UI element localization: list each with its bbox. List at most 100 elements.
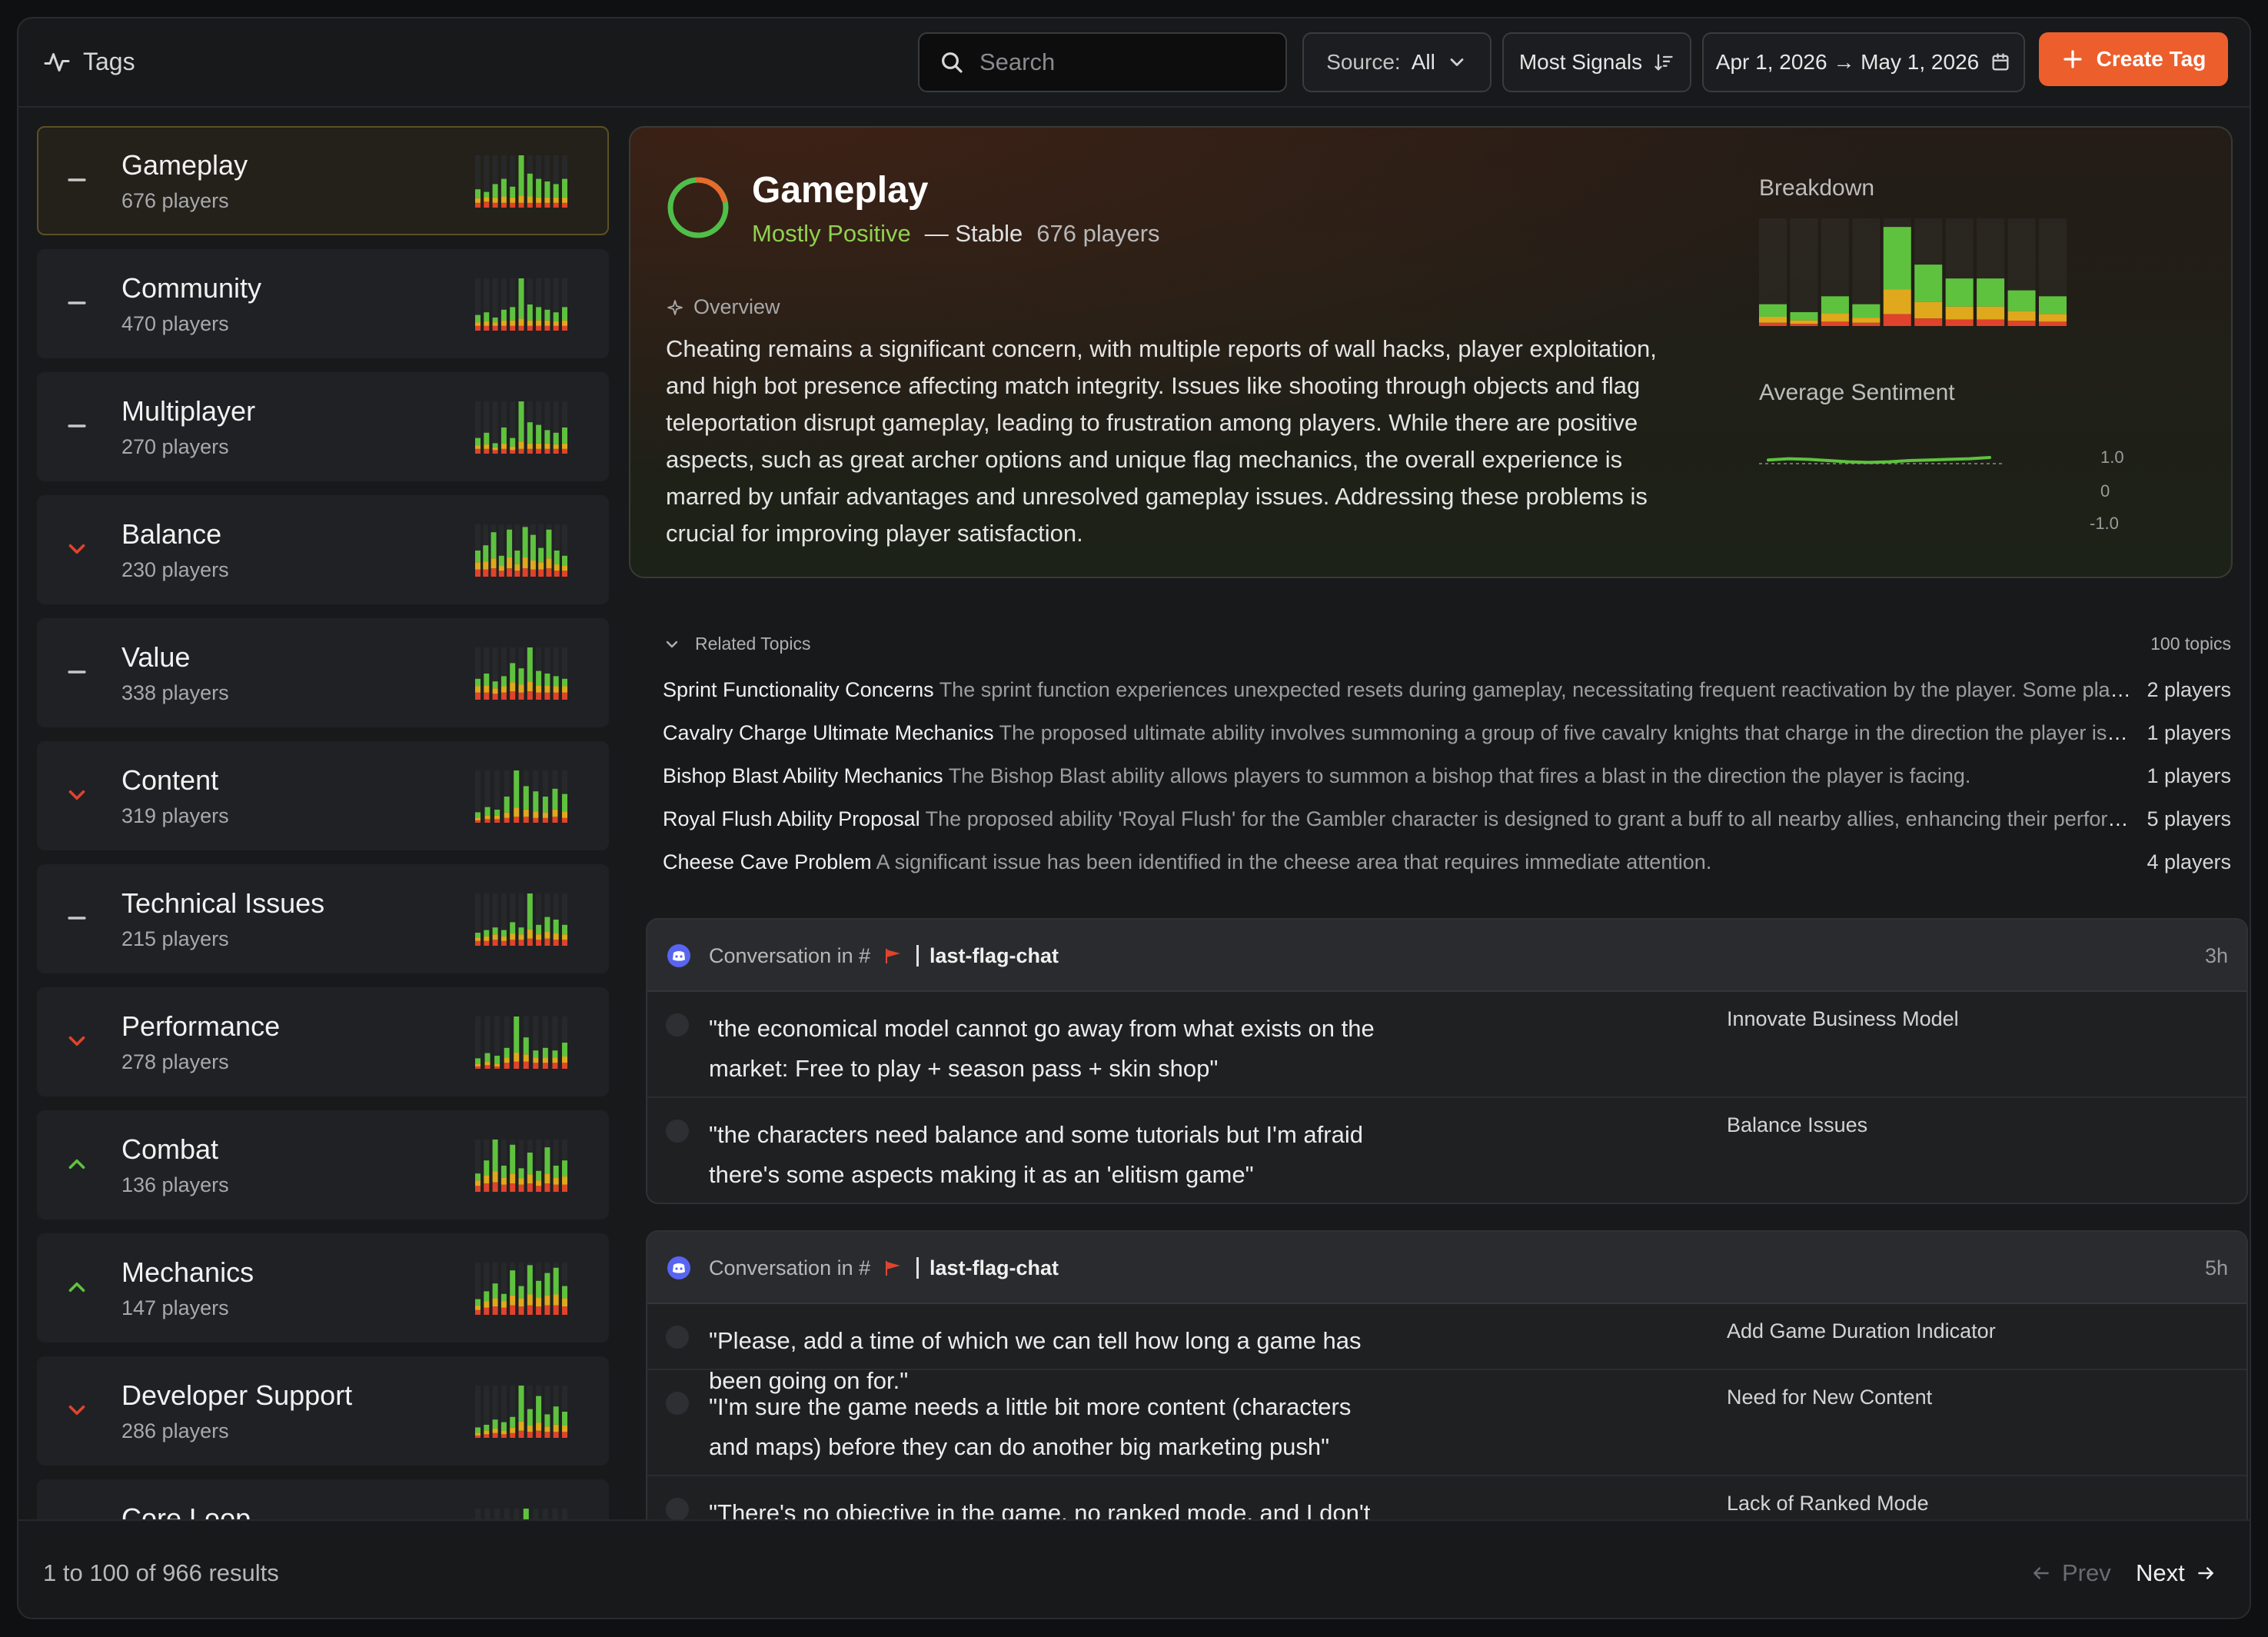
breakdown-bar-neutral xyxy=(1821,313,1849,322)
tag-item[interactable]: Mechanics 147 players xyxy=(37,1233,609,1343)
next-page-button[interactable]: Next xyxy=(2136,1559,2216,1587)
spark-bar-positive xyxy=(562,307,567,321)
spark-bar-positive xyxy=(514,551,520,565)
spark-bar-neutral xyxy=(562,1426,567,1432)
spark-bar-positive xyxy=(475,551,481,563)
sort-dropdown[interactable]: Most Signals xyxy=(1502,32,1691,92)
tag-item[interactable]: Combat 136 players xyxy=(37,1110,609,1219)
spark-bar-negative xyxy=(475,202,481,208)
related-topic-row[interactable]: Cavalry Charge Ultimate Mechanics The pr… xyxy=(663,721,2231,752)
spark-bar-bg xyxy=(552,1016,558,1069)
source-filter-dropdown[interactable]: Source: All xyxy=(1302,32,1491,92)
tag-name: Multiplayer xyxy=(121,395,256,427)
tag-sparkbar-chart xyxy=(475,278,567,331)
spark-bar-neutral xyxy=(542,812,548,818)
conversation-header[interactable]: Conversation in # last-flag-chat 5h xyxy=(647,1232,2246,1304)
tag-player-count: 286 players xyxy=(121,1419,229,1442)
spark-bar-negative xyxy=(475,1066,481,1069)
conversation-message[interactable]: "I'm sure the game needs a little bit mo… xyxy=(647,1370,2246,1476)
spark-bar-negative xyxy=(553,325,559,331)
message-topic-label[interactable]: Need for New Content xyxy=(1727,1386,1933,1409)
channel-name[interactable]: last-flag-chat xyxy=(916,1256,1059,1280)
related-topic-row[interactable]: Royal Flush Ability Proposal The propose… xyxy=(663,807,2231,838)
spark-bar-negative xyxy=(484,201,490,208)
spark-bar-negative xyxy=(475,1186,481,1192)
tag-item[interactable]: Multiplayer 270 players xyxy=(37,372,609,481)
spark-bar-neutral xyxy=(483,561,489,570)
message-topic-label[interactable]: Lack of Ranked Mode xyxy=(1727,1492,1929,1515)
tag-item[interactable]: Community 470 players xyxy=(37,249,609,358)
related-topic-row[interactable]: Bishop Blast Ability Mechanics The Bisho… xyxy=(663,764,2231,795)
channel-name[interactable]: last-flag-chat xyxy=(916,944,1059,968)
spark-bar-positive xyxy=(553,1406,559,1425)
tag-player-count: 147 players xyxy=(121,1296,229,1319)
trend-down-icon xyxy=(63,781,91,809)
tag-item[interactable]: Technical Issues 215 players xyxy=(37,864,609,973)
page-title: Tags xyxy=(43,48,135,76)
tag-item[interactable]: Developer Support 286 players xyxy=(37,1356,609,1466)
spark-bar-neutral xyxy=(475,445,481,449)
related-topics-toggle[interactable]: Related Topics xyxy=(663,634,810,654)
app-window: Tags Source: All Most Signals Apr 1, 202… xyxy=(17,17,2251,1619)
prev-page-button[interactable]: Prev xyxy=(2031,1559,2111,1587)
topic-text: Sprint Functionality Concerns The sprint… xyxy=(663,678,2131,702)
spark-bar-negative xyxy=(492,450,498,454)
spark-bar-bg xyxy=(510,278,516,331)
spark-bar-bg xyxy=(510,401,516,454)
conversation-message[interactable]: "the economical model cannot go away fro… xyxy=(647,992,2246,1098)
tag-item[interactable]: Balance 230 players xyxy=(37,495,609,604)
spark-bar-neutral xyxy=(533,1057,539,1063)
spark-bar-negative xyxy=(484,448,490,454)
spark-bar-negative xyxy=(542,817,548,823)
tag-item[interactable]: Performance 278 players xyxy=(37,987,609,1096)
spark-bar-negative xyxy=(518,325,524,331)
spark-bar-neutral xyxy=(562,811,567,818)
tag-item[interactable]: Gameplay 676 players xyxy=(37,126,609,235)
create-tag-button[interactable]: Create Tag xyxy=(2039,32,2228,86)
conversation-message[interactable]: "the characters need balance and some tu… xyxy=(647,1098,2246,1203)
message-topic-label[interactable]: Innovate Business Model xyxy=(1727,1007,1959,1030)
spark-bar-neutral xyxy=(553,933,559,940)
tag-name: Content xyxy=(121,764,219,796)
spark-bar-bg xyxy=(498,524,504,577)
tag-item[interactable]: Value 338 players xyxy=(37,618,609,727)
spark-bar-neutral xyxy=(527,1426,533,1432)
trend-flat-icon xyxy=(63,166,91,194)
spark-bar-neutral xyxy=(538,562,544,570)
message-topic-label[interactable]: Add Game Duration Indicator xyxy=(1727,1319,1996,1343)
conversation-card: Conversation in # last-flag-chat 5h "Please… xyxy=(646,1230,2248,1553)
breakdown-bar-positive xyxy=(1759,304,1787,317)
spark-bar-bg xyxy=(510,1386,516,1438)
related-topic-row[interactable]: Cheese Cave Problem A significant issue … xyxy=(663,850,2231,881)
search-box[interactable] xyxy=(918,32,1287,92)
tag-detail-card: Gameplay Mostly Positive — Stable 676 pl… xyxy=(629,126,2233,578)
spark-bar-neutral xyxy=(500,1177,507,1185)
spark-bar-neutral xyxy=(500,320,507,326)
spark-bar-negative xyxy=(536,1306,542,1315)
spark-bar-positive xyxy=(562,1043,567,1057)
breakdown-bar-negative xyxy=(1790,324,1818,326)
spark-bar-bg xyxy=(484,278,490,331)
spark-bar-neutral xyxy=(552,809,558,817)
spark-bar-positive xyxy=(562,555,567,566)
spark-bar-neutral xyxy=(491,558,497,569)
spark-bar-negative xyxy=(518,940,524,946)
date-range-picker[interactable]: Apr 1, 2026 → May 1, 2026 xyxy=(1702,32,2025,92)
conversation-message[interactable]: "Please, add a time of which we can tell… xyxy=(647,1304,2246,1394)
related-topic-row[interactable]: Sprint Functionality Concerns The sprint… xyxy=(663,678,2231,709)
spark-bar-negative xyxy=(492,1432,498,1438)
spark-bar-positive xyxy=(510,1416,516,1428)
spark-bar-positive xyxy=(492,1283,498,1299)
spark-bar-bg xyxy=(553,647,559,700)
tag-item[interactable]: Content 319 players xyxy=(37,741,609,850)
spark-bar-neutral xyxy=(494,815,500,820)
message-topic-label[interactable]: Balance Issues xyxy=(1727,1113,1868,1136)
spark-bar-positive xyxy=(552,788,558,810)
message-avatar xyxy=(666,1326,689,1349)
topic-text: Cavalry Charge Ultimate Mechanics The pr… xyxy=(663,721,2131,745)
spark-bar-neutral xyxy=(484,685,490,693)
spark-bar-negative xyxy=(536,448,542,454)
search-input[interactable] xyxy=(979,48,1272,76)
spark-bar-neutral xyxy=(530,560,536,570)
conversation-header[interactable]: Conversation in # last-flag-chat 3h xyxy=(647,920,2246,992)
